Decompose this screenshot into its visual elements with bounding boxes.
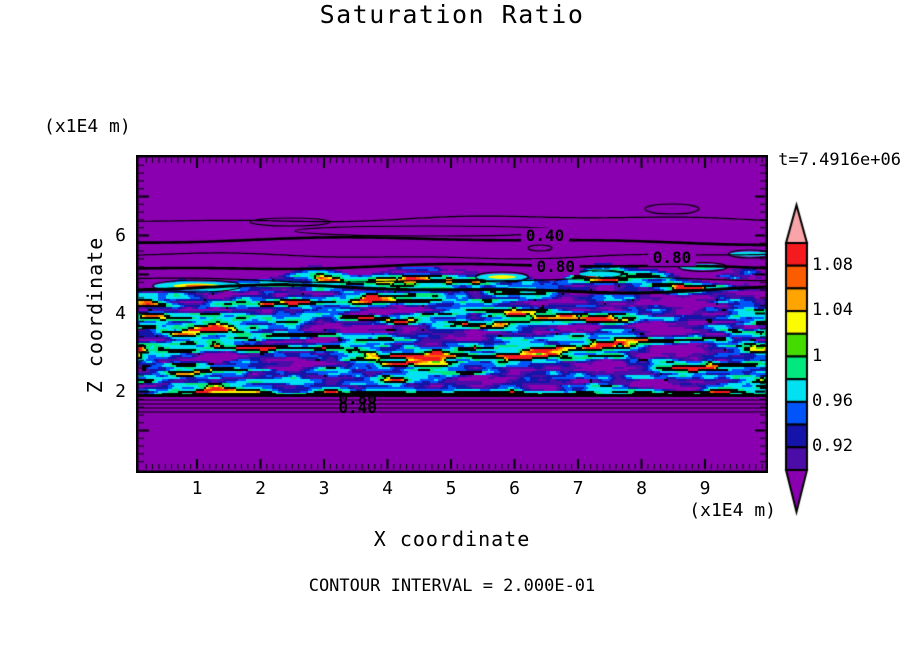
x-tick-label-4: 4	[382, 478, 393, 499]
colorbar-tick-label-1: 1	[812, 345, 823, 366]
x-tick-label-9: 9	[699, 478, 711, 499]
time-annotation: t=7.4916e+06	[778, 150, 901, 170]
colorbar-tick-label-0.96: 0.96	[812, 390, 853, 411]
colorbar-tick-label-1.04: 1.04	[812, 300, 853, 321]
x-tick-label-8: 8	[636, 478, 647, 499]
contour-label-lower-0.40: 0.40	[338, 397, 377, 417]
x-tick-label-3: 3	[318, 478, 330, 499]
x-tick-label-7: 7	[572, 478, 584, 499]
y-tick-label-6: 6	[115, 224, 126, 246]
chart-title: Saturation Ratio	[319, 0, 585, 29]
contour-label-upper-0.40: 0.40	[525, 225, 565, 245]
contour-interval-note: CONTOUR INTERVAL = 2.000E-01	[308, 576, 596, 596]
x-axis-label: X coordinate	[373, 527, 531, 551]
contour-label-upper-0.80: 0.80	[652, 248, 692, 268]
y-tick-label-2: 2	[115, 380, 126, 402]
contour-label-lower-0.80: 0.80	[338, 388, 377, 408]
contour-label-upper-0.80: 0.80	[536, 257, 576, 277]
colorbar-tick-label-1.08: 1.08	[812, 254, 853, 275]
colorbar-tick-label-0.92: 0.92	[812, 436, 853, 457]
x-tick-label-2: 2	[255, 478, 266, 499]
x-axis-unit-label: (x1E4 m)	[689, 500, 776, 521]
x-tick-label-1: 1	[191, 478, 203, 499]
x-tick-label-5: 5	[445, 478, 457, 499]
y-tick-label-4: 4	[115, 302, 126, 324]
x-tick-label-6: 6	[509, 478, 520, 499]
heatmap-canvas	[136, 155, 768, 473]
y-axis-unit-label: (x1E4 m)	[44, 116, 131, 137]
colorbar	[776, 196, 836, 526]
